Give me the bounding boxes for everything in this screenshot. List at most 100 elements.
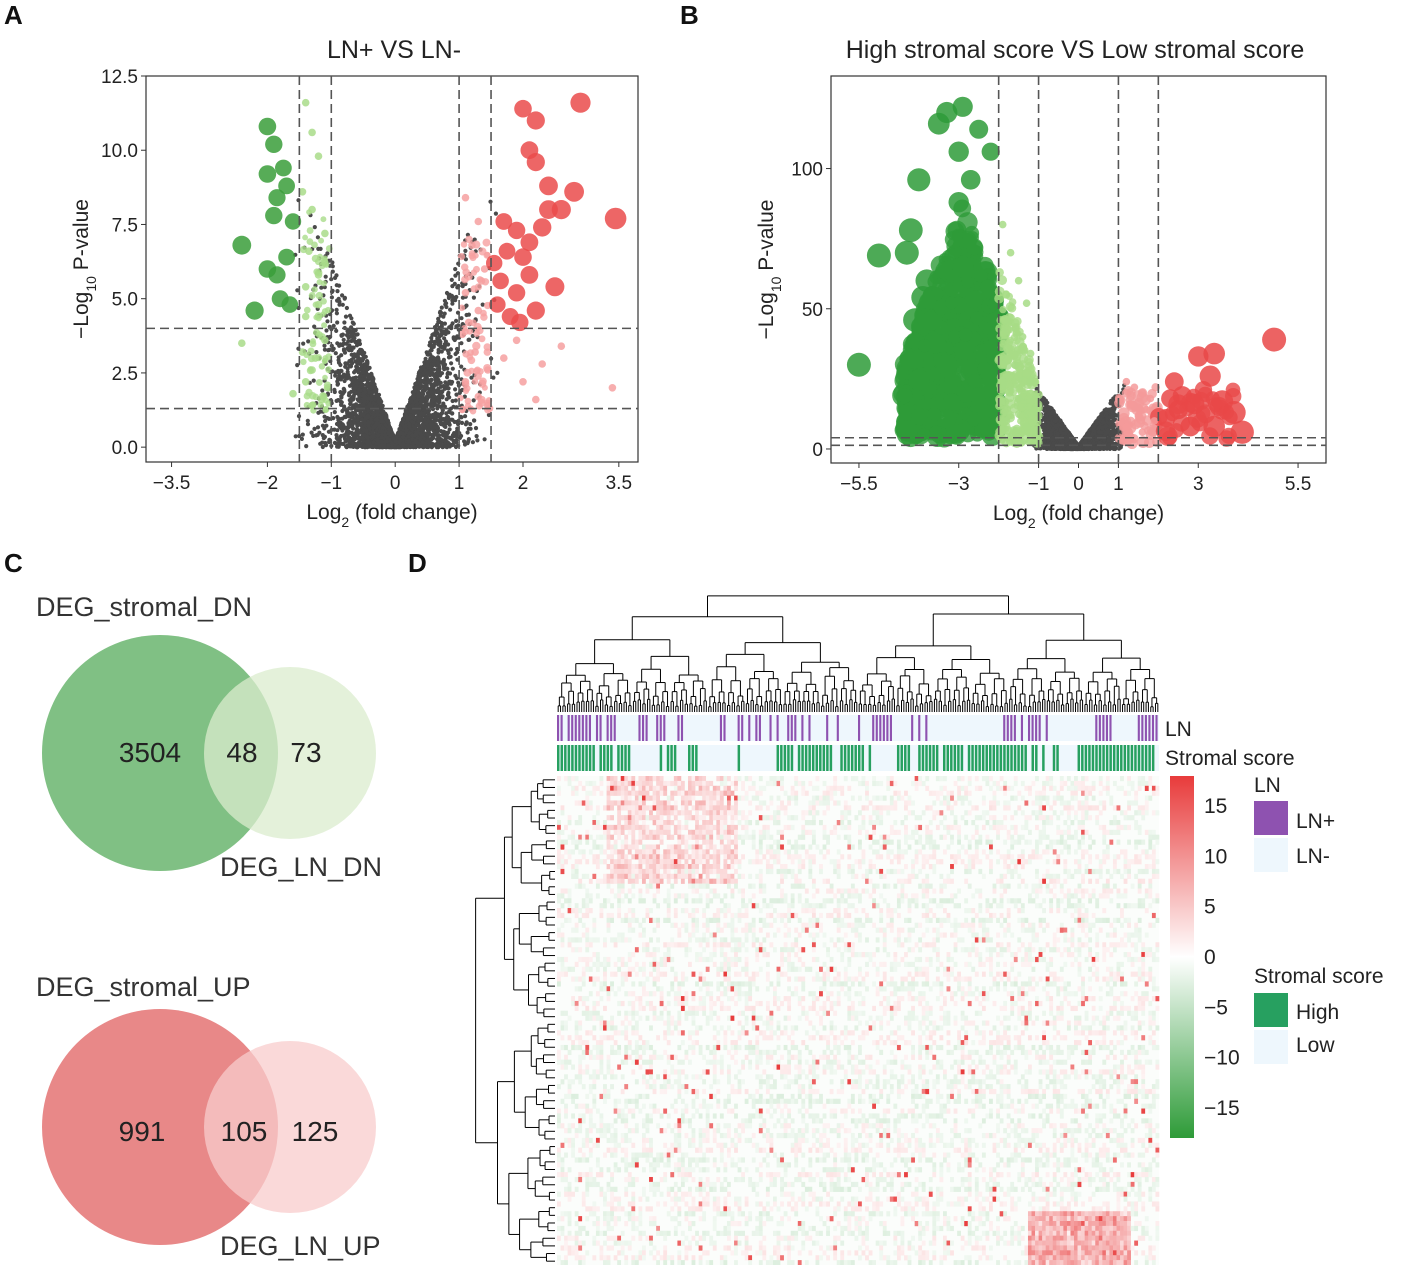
dense-point bbox=[317, 279, 323, 285]
null-point bbox=[435, 390, 439, 394]
data-point bbox=[519, 378, 527, 386]
data-point bbox=[315, 301, 323, 309]
data-point bbox=[302, 99, 310, 107]
null-point bbox=[472, 418, 476, 422]
null-point bbox=[411, 415, 415, 419]
null-point bbox=[333, 410, 337, 414]
null-point bbox=[414, 400, 418, 404]
null-point bbox=[404, 414, 408, 418]
null-point bbox=[316, 247, 320, 251]
null-point bbox=[474, 426, 478, 430]
volcano-plot-b: High stromal score VS Low stromal score … bbox=[755, 36, 1326, 531]
x-axis-label: Log2 (fold change) bbox=[306, 501, 477, 530]
dense-point bbox=[309, 340, 316, 347]
null-point bbox=[349, 358, 353, 362]
null-point bbox=[450, 302, 454, 306]
data-point bbox=[486, 255, 502, 271]
null-point bbox=[366, 436, 370, 440]
null-point bbox=[430, 391, 434, 395]
null-point bbox=[440, 395, 444, 399]
null-point bbox=[323, 419, 327, 423]
null-point bbox=[368, 374, 372, 378]
data-point bbox=[564, 182, 584, 202]
null-point bbox=[333, 276, 337, 280]
dense-point bbox=[482, 239, 490, 247]
null-point bbox=[450, 443, 454, 447]
data-point bbox=[521, 266, 539, 284]
null-point bbox=[300, 437, 304, 441]
dense-point bbox=[457, 395, 463, 401]
null-point bbox=[339, 353, 343, 357]
data-point bbox=[499, 243, 516, 260]
x-tick-label: 0 bbox=[390, 473, 401, 494]
null-point bbox=[364, 444, 368, 448]
null-point bbox=[356, 354, 360, 358]
null-point bbox=[371, 411, 375, 415]
null-point bbox=[438, 436, 442, 440]
null-point bbox=[385, 419, 389, 423]
null-point bbox=[370, 445, 374, 449]
null-point bbox=[420, 417, 424, 421]
null-point bbox=[347, 364, 351, 368]
null-point bbox=[381, 430, 385, 434]
data-point bbox=[521, 233, 539, 251]
null-point bbox=[366, 414, 370, 418]
null-point bbox=[339, 375, 343, 379]
null-point bbox=[333, 441, 337, 445]
null-point bbox=[448, 371, 452, 375]
null-point bbox=[372, 433, 376, 437]
null-point bbox=[448, 427, 452, 431]
null-point bbox=[359, 413, 363, 417]
null-point bbox=[413, 439, 417, 443]
null-point bbox=[418, 427, 422, 431]
x-tick-label: −3.5 bbox=[153, 473, 191, 494]
null-point bbox=[312, 379, 316, 383]
null-point bbox=[451, 296, 455, 300]
null-point bbox=[343, 415, 347, 419]
data-point bbox=[609, 384, 617, 392]
null-point bbox=[324, 275, 328, 279]
null-point bbox=[423, 385, 427, 389]
data-point bbox=[465, 319, 473, 327]
dense-point bbox=[465, 273, 473, 281]
null-point bbox=[356, 332, 360, 336]
null-point bbox=[418, 443, 422, 447]
data-point bbox=[570, 93, 590, 113]
y-tick-label: 7.5 bbox=[112, 215, 138, 236]
null-point bbox=[356, 404, 360, 408]
null-point bbox=[362, 370, 366, 374]
null-point bbox=[412, 389, 416, 393]
data-point bbox=[527, 111, 545, 129]
null-point bbox=[415, 404, 419, 408]
null-point bbox=[318, 410, 322, 414]
dense-point bbox=[307, 238, 314, 245]
null-point bbox=[430, 378, 434, 382]
null-point bbox=[419, 383, 423, 387]
null-point bbox=[370, 393, 374, 397]
null-point bbox=[437, 342, 441, 346]
null-point bbox=[358, 441, 362, 445]
null-point bbox=[446, 342, 450, 346]
data-point bbox=[268, 266, 285, 283]
null-point bbox=[346, 370, 350, 374]
null-point bbox=[301, 433, 305, 437]
null-point bbox=[436, 396, 440, 400]
dense-point bbox=[479, 335, 486, 342]
null-point bbox=[445, 415, 449, 419]
dense-point bbox=[319, 363, 325, 369]
null-point bbox=[349, 396, 353, 400]
null-point bbox=[341, 392, 345, 396]
null-point bbox=[495, 371, 499, 375]
null-point bbox=[459, 341, 463, 345]
data-point bbox=[312, 354, 320, 362]
null-point bbox=[320, 388, 324, 392]
dense-point bbox=[318, 238, 324, 244]
data-point bbox=[265, 207, 282, 224]
null-point bbox=[442, 384, 446, 388]
data-point bbox=[527, 153, 545, 171]
null-point bbox=[332, 347, 336, 351]
null-point bbox=[418, 437, 422, 441]
null-point bbox=[312, 427, 316, 431]
dense-point bbox=[312, 286, 318, 292]
null-point bbox=[398, 426, 402, 430]
